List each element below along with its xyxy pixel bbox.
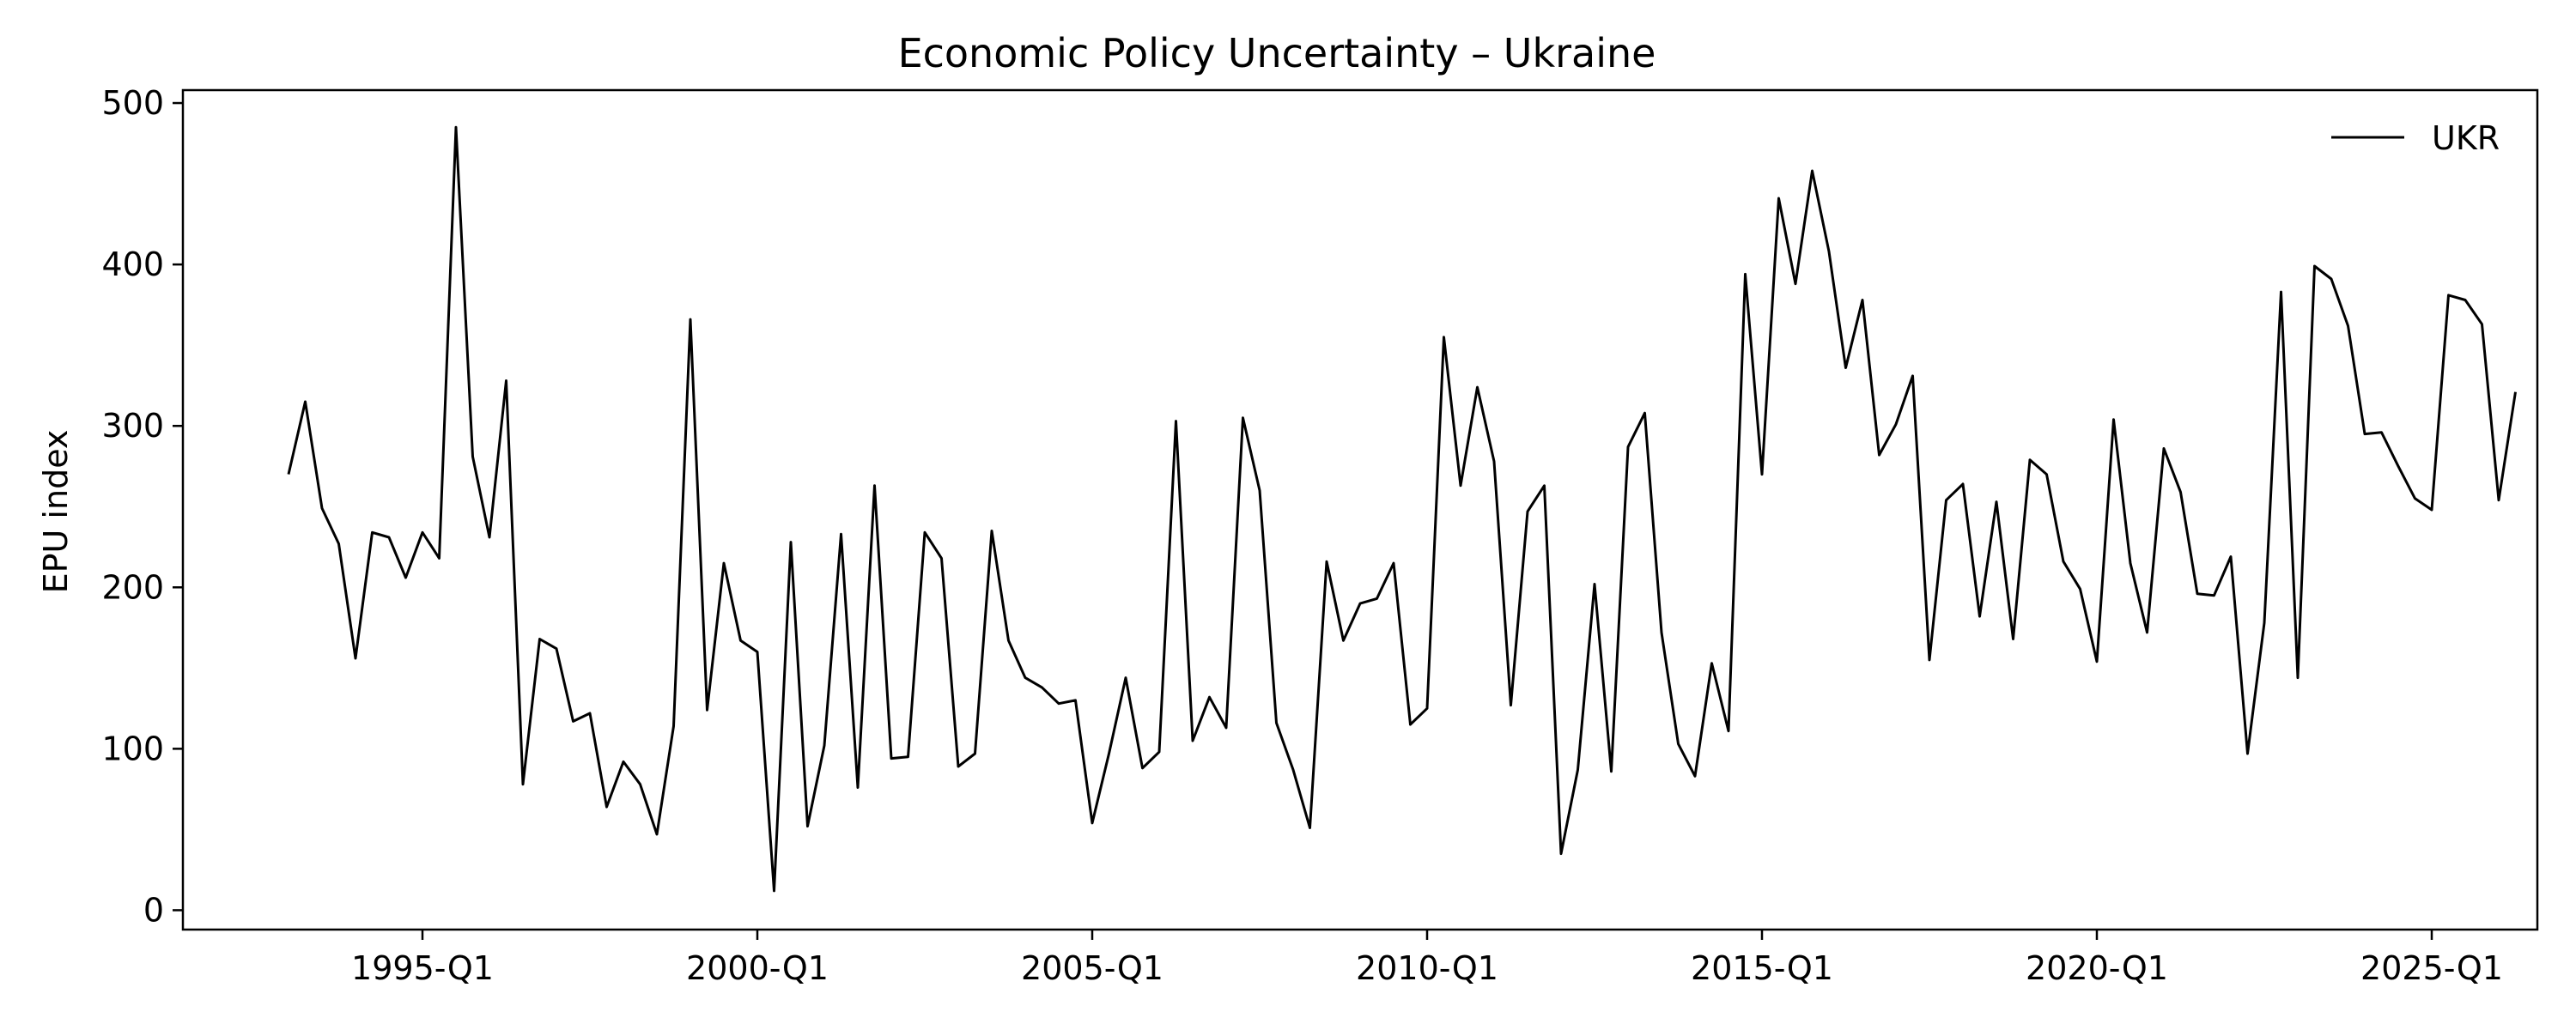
y-axis-label: EPU index — [37, 430, 75, 594]
y-tick-label: 200 — [101, 568, 164, 606]
y-axis-ticks: 0 100 200 300 400 500 — [101, 84, 183, 929]
x-tick-label: 2020-Q1 — [2026, 949, 2168, 987]
series-layer — [287, 125, 2517, 893]
x-tick-label: 1995-Q1 — [351, 949, 494, 987]
y-tick-label: 100 — [101, 730, 164, 767]
series-line-ukr — [287, 125, 2517, 893]
y-tick-label: 500 — [101, 84, 164, 122]
legend-label-ukr: UKR — [2432, 119, 2500, 157]
plot-frame — [181, 88, 2539, 931]
y-tick-label: 400 — [101, 245, 164, 283]
x-axis-ticks: 1995-Q1 2000-Q1 2005-Q1 2010-Q1 2015-Q1 2020-… — [351, 930, 2503, 987]
x-tick-label: 2015-Q1 — [1691, 949, 1833, 987]
chart-title: Economic Policy Uncertainty – Ukraine — [898, 30, 1656, 76]
y-tick-label: 300 — [101, 407, 164, 445]
x-tick-label: 2005-Q1 — [1021, 949, 1163, 987]
x-tick-label: 2000-Q1 — [686, 949, 829, 987]
legend: UKR — [2331, 119, 2500, 157]
x-tick-label: 2010-Q1 — [1356, 949, 1498, 987]
x-tick-label: 2025-Q1 — [2360, 949, 2503, 987]
y-tick-label: 0 — [143, 891, 164, 929]
